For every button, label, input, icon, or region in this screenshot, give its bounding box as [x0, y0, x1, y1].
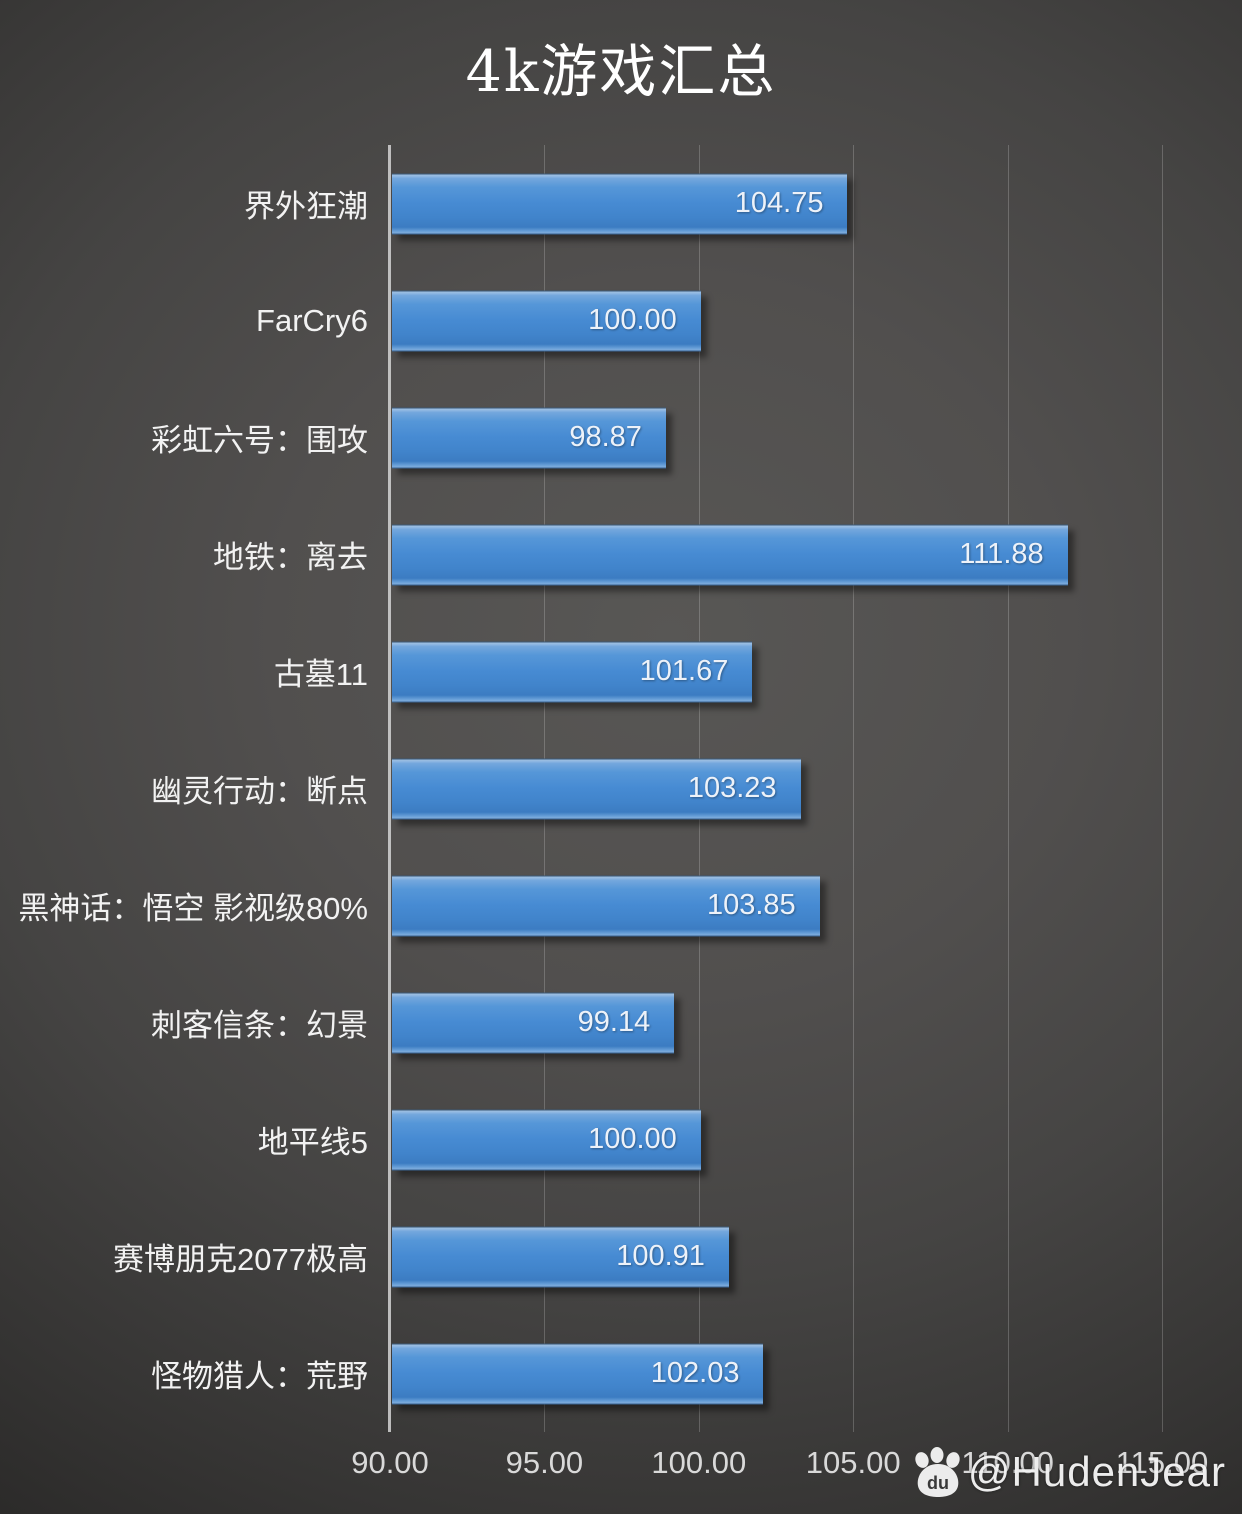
- bar-0: 104.75: [392, 173, 848, 234]
- category-label: 黑神话：悟空 影视级80%: [18, 891, 368, 926]
- bar-row: 幽灵行动：断点 103.23: [0, 730, 1242, 847]
- bar-track: 99.14: [392, 964, 1164, 1081]
- bar-track: 102.03: [392, 1315, 1164, 1432]
- bar-track: 98.87: [392, 379, 1164, 496]
- bar-track: 101.67: [392, 613, 1164, 730]
- category-label: 古墓11: [273, 657, 368, 692]
- watermark: du @HudenJear: [910, 1446, 1226, 1498]
- bar-row: 赛博朋克2077极高 100.91: [0, 1198, 1242, 1315]
- bar-track: 103.23: [392, 730, 1164, 847]
- category-label: 地铁：离去: [213, 540, 368, 575]
- chart-title: 4k游戏汇总: [465, 39, 777, 105]
- bar-value-label: 104.75: [734, 187, 824, 219]
- x-tick-label: 115.00: [1115, 1445, 1209, 1480]
- category-label: 幽灵行动：断点: [151, 774, 368, 809]
- bar-row: 地铁：离去 111.88: [0, 496, 1242, 613]
- category-label: 刺客信条：幻景: [151, 1008, 368, 1043]
- bar-1: 100.00: [392, 290, 701, 351]
- x-axis: 90.00 95.00 100.00 105.00 110.00 115.00: [351, 1445, 1208, 1493]
- bar-10: 102.03: [392, 1343, 764, 1404]
- category-label: 界外狂潮: [244, 189, 368, 224]
- bar-value-label: 100.00: [588, 304, 677, 336]
- gridline-110: [1007, 145, 1009, 1432]
- bar-track: 100.00: [392, 1081, 1164, 1198]
- bar-row: 刺客信条：幻景 99.14: [0, 964, 1242, 1081]
- bar-row: 彩虹六号：围攻 98.87: [0, 379, 1242, 496]
- bar-value-label: 103.23: [687, 772, 777, 804]
- category-label: 地平线5: [257, 1125, 368, 1160]
- bar-row: 怪物猎人：荒野 102.03: [0, 1315, 1242, 1432]
- bar-3: 111.88: [392, 524, 1068, 585]
- category-label: 怪物猎人：荒野: [151, 1359, 368, 1394]
- bar-track: 103.85: [392, 847, 1164, 964]
- x-tick-label: 100.00: [651, 1445, 747, 1480]
- bar-value-label: 98.87: [569, 421, 642, 453]
- bar-8: 100.00: [392, 1109, 701, 1170]
- bar-row: 界外狂潮 104.75: [0, 145, 1242, 262]
- x-tick-label: 95.00: [505, 1445, 584, 1480]
- bar-value-label: 102.03: [650, 1357, 740, 1389]
- bar-row: 古墓11 101.67: [0, 613, 1242, 730]
- bar-row: FarCry6 100.00: [0, 262, 1242, 379]
- bar-rows: 界外狂潮 104.75 FarCry6 100.00 彩虹六号：围攻 98.87 地铁：离去…: [0, 145, 1242, 1432]
- bar-track: 100.00: [392, 262, 1164, 379]
- bar-row: 地平线5 100.00: [0, 1081, 1242, 1198]
- bar-2: 98.87: [392, 407, 666, 468]
- paw-icon: du: [915, 1447, 960, 1497]
- bar-value-label: 103.85: [706, 889, 796, 921]
- bar-6: 103.85: [392, 875, 820, 936]
- bar-track: 104.75: [392, 145, 1164, 262]
- x-tick-label: 110.00: [961, 1445, 1054, 1480]
- bar-7: 99.14: [392, 992, 675, 1053]
- bar-9: 100.91: [392, 1226, 729, 1287]
- gridline-105: [853, 145, 855, 1432]
- bar-value-label: 100.91: [616, 1240, 705, 1272]
- watermark-text: @HudenJear: [967, 1448, 1226, 1495]
- bar-value-label: 101.67: [639, 655, 729, 687]
- bar-value-label: 100.00: [588, 1123, 677, 1155]
- bar-4: 101.67: [392, 641, 753, 702]
- x-tick-label: 105.00: [805, 1445, 901, 1480]
- svg-text:du: du: [927, 1473, 949, 1493]
- bar-track: 100.91: [392, 1198, 1164, 1315]
- bar-row: 黑神话：悟空 影视级80% 103.85: [0, 847, 1242, 964]
- category-label: 彩虹六号：围攻: [151, 423, 368, 458]
- bar-track: 111.88: [392, 496, 1164, 613]
- bar-value-label: 111.88: [959, 538, 1044, 570]
- x-tick-label: 90.00: [351, 1445, 429, 1480]
- category-label: 赛博朋克2077极高: [113, 1242, 368, 1277]
- y-axis-line: [388, 145, 391, 1432]
- bar-5: 103.23: [392, 758, 801, 819]
- bar-value-label: 99.14: [577, 1006, 651, 1038]
- gridline-115: [1162, 145, 1163, 1432]
- category-label: FarCry6: [256, 302, 368, 338]
